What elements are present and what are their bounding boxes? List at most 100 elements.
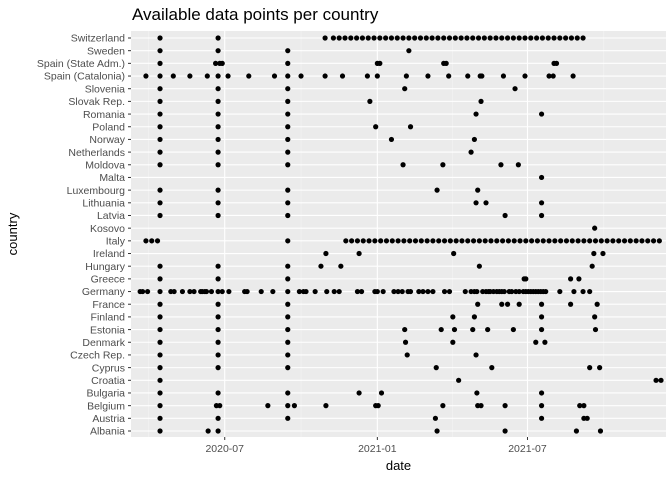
data-point	[157, 187, 163, 193]
y-tick-label: Denmark	[82, 337, 125, 349]
data-point	[215, 98, 221, 104]
data-point	[285, 301, 291, 307]
data-point	[563, 35, 569, 41]
data-point	[358, 288, 365, 295]
data-point	[479, 73, 485, 79]
data-point	[540, 238, 546, 244]
data-point	[483, 200, 489, 206]
data-point	[474, 390, 480, 396]
data-point	[592, 225, 598, 231]
data-point	[571, 288, 577, 295]
data-point	[215, 124, 221, 130]
data-point	[356, 250, 362, 257]
data-point	[157, 35, 163, 41]
data-point	[516, 35, 522, 41]
y-tick-label: Kosovo	[90, 223, 125, 235]
data-point	[285, 339, 291, 345]
data-point	[371, 35, 377, 41]
data-point	[226, 288, 232, 295]
data-point	[569, 238, 575, 244]
data-point	[157, 352, 163, 358]
data-point	[501, 288, 507, 295]
data-point	[656, 238, 662, 244]
data-point	[359, 35, 366, 41]
data-point	[440, 162, 446, 168]
data-point	[157, 326, 163, 333]
y-tick-label: Norway	[89, 134, 125, 146]
data-point	[215, 111, 221, 117]
y-tick-label: Lithuania	[82, 198, 125, 210]
data-point	[418, 238, 424, 244]
data-point	[482, 238, 488, 244]
data-point	[215, 162, 221, 168]
data-point	[584, 415, 590, 421]
data-point	[219, 288, 225, 295]
data-point	[538, 415, 545, 421]
data-point	[552, 238, 558, 244]
data-point	[179, 288, 186, 295]
y-tick-label: Estonia	[90, 324, 125, 336]
data-point	[406, 48, 412, 54]
data-point	[215, 301, 221, 307]
data-point	[215, 200, 221, 206]
data-point	[330, 35, 336, 41]
data-point	[285, 288, 291, 295]
data-point	[468, 149, 474, 155]
data-point	[383, 35, 389, 41]
y-tick-label: Cyprus	[92, 362, 125, 374]
data-point	[285, 60, 291, 66]
data-point	[374, 73, 380, 79]
data-point	[452, 35, 458, 41]
data-point	[208, 288, 215, 295]
data-point	[470, 326, 476, 333]
data-point	[432, 415, 439, 421]
data-point	[604, 238, 610, 244]
data-point	[591, 250, 597, 257]
data-point	[616, 238, 622, 244]
data-point	[215, 212, 221, 219]
y-tick-label: Finland	[91, 312, 126, 324]
data-point	[504, 301, 511, 307]
data-point	[349, 238, 355, 244]
data-point	[215, 86, 221, 92]
data-point	[187, 73, 193, 79]
data-point	[157, 403, 163, 409]
y-axis-title: country	[5, 212, 20, 255]
data-point	[296, 288, 302, 295]
data-point	[500, 73, 507, 79]
data-point	[285, 415, 291, 421]
x-tick-label: 2021-07	[508, 443, 547, 455]
data-point	[523, 276, 529, 282]
data-point	[568, 35, 575, 41]
data-point	[285, 212, 291, 219]
data-point	[331, 288, 337, 295]
data-point	[581, 238, 587, 244]
data-point	[436, 238, 442, 244]
data-point	[441, 35, 447, 41]
data-point	[285, 365, 291, 371]
x-axis-title: date	[386, 458, 411, 473]
data-point	[140, 288, 146, 295]
data-point	[451, 250, 457, 257]
data-point	[285, 48, 291, 54]
data-point	[354, 288, 361, 295]
data-point	[407, 238, 413, 244]
y-tick-label: Slovak Rep.	[68, 96, 125, 108]
data-point	[378, 238, 384, 244]
data-point	[399, 288, 405, 295]
data-point	[285, 390, 291, 396]
data-point	[157, 48, 163, 54]
y-tick-label: Croatia	[91, 375, 125, 387]
data-point	[157, 276, 163, 282]
data-point	[258, 288, 264, 295]
data-point	[378, 390, 385, 396]
data-point	[538, 326, 545, 333]
data-point	[433, 365, 439, 371]
data-point	[493, 35, 499, 41]
data-point	[402, 86, 408, 92]
data-point	[573, 428, 580, 434]
y-tick-label: Czech Rep.	[70, 350, 125, 362]
y-tick-label: Austria	[92, 413, 125, 425]
data-point	[204, 73, 210, 79]
